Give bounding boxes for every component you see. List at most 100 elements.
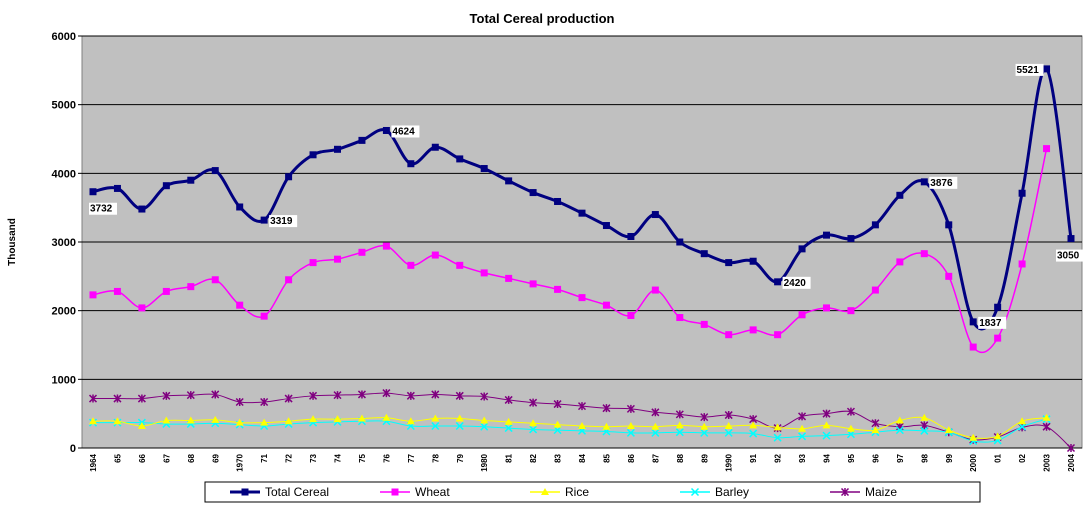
legend-marker bbox=[541, 488, 549, 495]
marker bbox=[456, 261, 464, 269]
x-tick-label: 74 bbox=[334, 453, 343, 462]
legend-label: Wheat bbox=[415, 485, 450, 499]
marker bbox=[847, 235, 855, 243]
marker bbox=[480, 422, 489, 431]
legend-marker bbox=[690, 487, 700, 497]
marker bbox=[309, 391, 318, 400]
data-label-bg bbox=[929, 176, 958, 189]
data-label: 3732 bbox=[90, 204, 113, 215]
marker bbox=[700, 422, 709, 430]
marker bbox=[406, 391, 415, 400]
marker bbox=[626, 428, 635, 437]
marker bbox=[162, 391, 171, 400]
marker bbox=[749, 421, 758, 429]
x-tick-label: 2003 bbox=[1043, 453, 1052, 471]
marker bbox=[969, 318, 977, 326]
marker bbox=[798, 412, 807, 421]
marker bbox=[504, 424, 513, 433]
marker bbox=[944, 426, 953, 434]
marker bbox=[431, 251, 439, 259]
x-tick-label: 72 bbox=[285, 453, 294, 462]
data-label: 3050 bbox=[1057, 251, 1080, 262]
marker bbox=[627, 311, 635, 319]
marker bbox=[602, 422, 611, 430]
x-tick-label: 68 bbox=[187, 453, 196, 462]
marker bbox=[137, 394, 146, 403]
marker bbox=[186, 416, 195, 424]
marker bbox=[798, 311, 806, 319]
marker bbox=[1018, 260, 1026, 268]
data-label: 5521 bbox=[1017, 65, 1040, 76]
marker bbox=[1043, 145, 1051, 153]
marker bbox=[407, 261, 415, 269]
marker bbox=[113, 287, 121, 295]
marker bbox=[138, 205, 146, 213]
marker bbox=[113, 394, 122, 403]
marker bbox=[1018, 417, 1027, 425]
marker bbox=[1066, 443, 1076, 453]
marker bbox=[162, 287, 170, 295]
marker bbox=[529, 280, 537, 288]
marker bbox=[505, 274, 513, 282]
marker bbox=[700, 413, 709, 422]
marker bbox=[725, 331, 733, 339]
y-tick-label: 1000 bbox=[52, 374, 76, 386]
marker bbox=[651, 428, 660, 437]
series-line bbox=[92, 416, 1047, 439]
marker bbox=[285, 173, 293, 181]
legend-label: Rice bbox=[565, 485, 589, 499]
marker bbox=[871, 419, 880, 428]
marker bbox=[627, 233, 635, 241]
marker bbox=[945, 272, 953, 280]
data-label: 4624 bbox=[392, 126, 415, 137]
marker bbox=[651, 422, 660, 430]
x-tick-label: 98 bbox=[920, 453, 929, 462]
data-label: 1837 bbox=[979, 318, 1002, 329]
marker bbox=[554, 197, 562, 205]
marker bbox=[1042, 422, 1051, 431]
marker bbox=[309, 151, 317, 159]
marker bbox=[358, 136, 366, 144]
marker bbox=[406, 417, 415, 425]
marker bbox=[774, 278, 782, 286]
marker bbox=[725, 259, 733, 267]
marker bbox=[89, 188, 97, 196]
marker bbox=[236, 301, 244, 309]
marker bbox=[994, 303, 1002, 311]
marker bbox=[431, 143, 439, 151]
marker bbox=[846, 424, 855, 432]
marker bbox=[578, 209, 586, 217]
data-label-bg bbox=[391, 125, 420, 138]
marker bbox=[700, 320, 708, 328]
marker bbox=[1018, 189, 1026, 197]
marker bbox=[455, 421, 464, 431]
marker bbox=[578, 422, 586, 430]
y-tick-label: 4000 bbox=[52, 168, 76, 180]
marker bbox=[431, 390, 440, 399]
marker bbox=[504, 417, 513, 425]
marker bbox=[700, 428, 709, 437]
marker bbox=[675, 410, 684, 419]
marker bbox=[823, 304, 830, 312]
marker bbox=[774, 331, 782, 339]
x-tick-label: 97 bbox=[896, 453, 905, 462]
marker bbox=[529, 398, 538, 407]
data-label-bg bbox=[1015, 63, 1044, 76]
marker bbox=[211, 167, 219, 175]
marker bbox=[456, 155, 464, 163]
marker bbox=[920, 413, 929, 421]
marker bbox=[896, 258, 904, 266]
data-label-bg bbox=[1056, 249, 1084, 262]
marker bbox=[675, 428, 684, 437]
marker bbox=[651, 286, 659, 294]
marker bbox=[309, 259, 317, 267]
marker bbox=[822, 409, 831, 418]
legend-label: Maize bbox=[865, 485, 897, 499]
marker bbox=[284, 417, 293, 425]
marker bbox=[187, 176, 195, 184]
marker bbox=[235, 418, 244, 426]
x-tick-label: 95 bbox=[847, 453, 856, 462]
marker bbox=[260, 216, 268, 224]
x-tick-label: 2000 bbox=[969, 453, 978, 471]
marker bbox=[554, 285, 562, 293]
